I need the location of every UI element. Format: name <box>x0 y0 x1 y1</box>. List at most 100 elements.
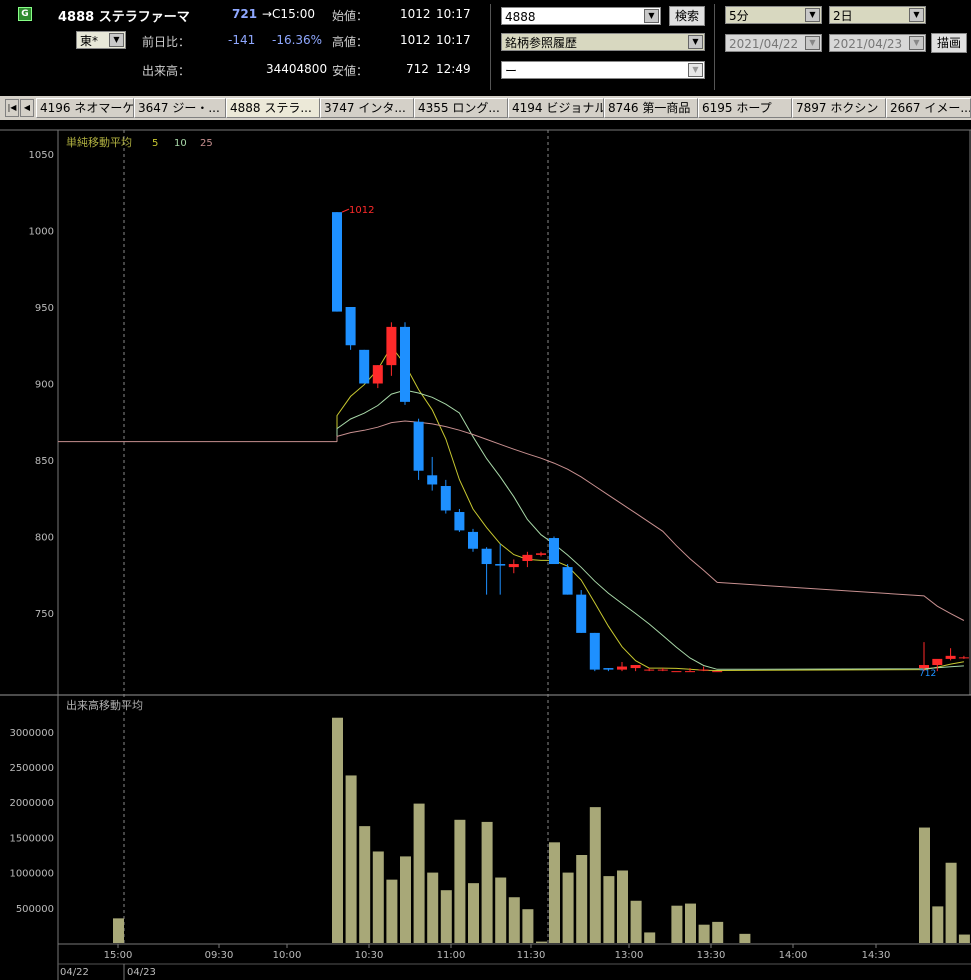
open-value: 1012 <box>400 7 431 21</box>
volume-tick-label: 1000000 <box>9 869 54 880</box>
tab-label: 3647 ジー・... <box>138 101 220 115</box>
price-tick-label: 950 <box>35 303 54 314</box>
price-panel-border <box>57 129 971 696</box>
candle-body-down <box>454 512 465 531</box>
volume-tick-label: 2000000 <box>9 798 54 809</box>
draw-button[interactable]: 描画 <box>931 33 967 53</box>
volume-bar <box>413 803 425 943</box>
price-tick-label: 850 <box>35 456 54 467</box>
tab-label: 8746 第一商品 <box>608 101 691 115</box>
volume-bar <box>712 921 724 943</box>
tab-first-button[interactable]: |◀ <box>5 99 19 117</box>
high-time: 10:17 <box>436 33 471 47</box>
tab-label: 7897 ホクシン <box>796 101 879 115</box>
volume-tick-label: 2500000 <box>9 763 54 774</box>
x-tick-label: 14:30 <box>862 950 891 961</box>
volume-bar <box>685 903 696 943</box>
ma-panel-title: 単純移動平均 <box>66 135 132 149</box>
ma-period-label: 25 <box>200 138 213 149</box>
current-price: 721 <box>232 7 258 21</box>
chevron-down-icon[interactable]: ▼ <box>109 33 124 47</box>
ma-period-label: 10 <box>174 138 187 149</box>
chevron-down-icon[interactable]: ▼ <box>805 8 820 22</box>
volume-bar <box>522 909 534 943</box>
ma-period-label: 5 <box>152 138 158 149</box>
volume-bars <box>113 717 970 943</box>
quote-panel: G 4888 ステラファーマ 721 →C15:00 東* ▼ 前日比： -14… <box>0 0 490 92</box>
tab-stock-active[interactable]: 4888 ステラ... <box>226 98 320 118</box>
tab-stock[interactable]: 7897 ホクシン <box>792 98 886 118</box>
third-select[interactable]: ー ▼ <box>501 61 705 79</box>
tab-stock[interactable]: 6195 ホープ <box>698 98 792 118</box>
volume-bar <box>589 807 601 943</box>
tab-stock[interactable]: 4194 ビジョナル <box>508 98 604 118</box>
volume-tick-label: 500000 <box>16 904 54 915</box>
date-from-select[interactable]: 2021/04/22 ▼ <box>725 34 822 52</box>
candle-body-up <box>644 669 655 671</box>
volume-bar <box>400 856 411 943</box>
header-divider <box>490 4 491 90</box>
open-time: 10:17 <box>436 7 471 21</box>
chevron-down-icon[interactable]: ▼ <box>688 63 703 77</box>
stock-code: 4888 <box>58 10 95 25</box>
ma10-line <box>336 389 964 670</box>
tab-stock[interactable]: 3747 インタ... <box>320 98 414 118</box>
span-select[interactable]: 2日 ▼ <box>829 6 926 24</box>
price-tick-label: 900 <box>35 380 54 391</box>
volume-bar <box>630 900 642 943</box>
tab-stock[interactable]: 4355 ロング... <box>414 98 508 118</box>
change-value: -141 <box>228 33 256 47</box>
chevron-down-icon[interactable]: ▼ <box>805 36 820 50</box>
candle-body-up <box>522 554 533 561</box>
candle-body-down <box>427 475 438 485</box>
history-select[interactable]: 銘柄参照履歴 ▼ <box>501 33 705 51</box>
price-tick-label: 800 <box>35 533 54 544</box>
price-tick-label: 1000 <box>29 227 54 238</box>
price-tick-label: 1050 <box>29 150 54 161</box>
chart-grid <box>58 130 971 980</box>
interval-select[interactable]: 5分 ▼ <box>725 6 822 24</box>
x-tick-label: 14:00 <box>779 950 808 961</box>
market-select[interactable]: 東* ▼ <box>76 31 126 49</box>
volume-bar <box>671 905 683 943</box>
volume-bar <box>932 906 944 943</box>
code-input[interactable]: 4888 ▼ <box>501 7 661 25</box>
chevron-down-icon[interactable]: ▼ <box>644 9 659 23</box>
ma25-line <box>336 420 965 621</box>
tab-stock[interactable]: 4196 ネオマーケ <box>36 98 134 118</box>
header-divider-2 <box>714 4 715 90</box>
chevron-down-icon[interactable]: ▼ <box>909 8 924 22</box>
chevron-down-icon[interactable]: ▼ <box>909 36 924 50</box>
candle-body-up <box>685 671 695 673</box>
tab-stock[interactable]: 8746 第一商品 <box>604 98 698 118</box>
candle-body-down <box>440 486 451 511</box>
tab-stock[interactable]: 3647 ジー・... <box>134 98 226 118</box>
volume-bar <box>372 851 384 943</box>
open-label: 始値： <box>332 9 369 23</box>
price-volume-chart: 1050 1000 950 900 850 800 750 3000000 2500000 200… <box>0 129 971 980</box>
candle-body-down <box>603 668 614 670</box>
price-tick-label: 750 <box>35 609 54 620</box>
moving-average-lines <box>58 345 965 672</box>
search-button[interactable]: 検索 <box>669 6 705 26</box>
date-to-select[interactable]: 2021/04/23 ▼ <box>829 34 926 52</box>
volume-bar <box>481 821 493 943</box>
volume-bar <box>440 890 452 943</box>
date-label: 04/22 <box>60 967 89 978</box>
stock-tab-bar: |◀ ◀ 4196 ネオマーケ 3647 ジー・... 4888 ステラ... … <box>0 96 971 120</box>
volume-bar <box>359 826 371 943</box>
candle-body-down <box>562 567 573 595</box>
candle-body-down <box>495 564 506 566</box>
volume-tick-label: 1500000 <box>9 833 54 844</box>
volume-bar <box>549 842 560 943</box>
tab-stock[interactable]: 2667 イメー... <box>886 98 971 118</box>
volume-bar <box>454 819 466 943</box>
candle-body-up <box>712 671 723 673</box>
volume-bar <box>113 918 124 943</box>
candle-body-down <box>576 594 587 633</box>
tab-prev-button[interactable]: ◀ <box>20 99 34 117</box>
chevron-down-icon[interactable]: ▼ <box>688 35 703 49</box>
volume-bar <box>562 872 574 943</box>
volume-bar <box>386 879 398 943</box>
candle-body-up <box>958 657 969 659</box>
